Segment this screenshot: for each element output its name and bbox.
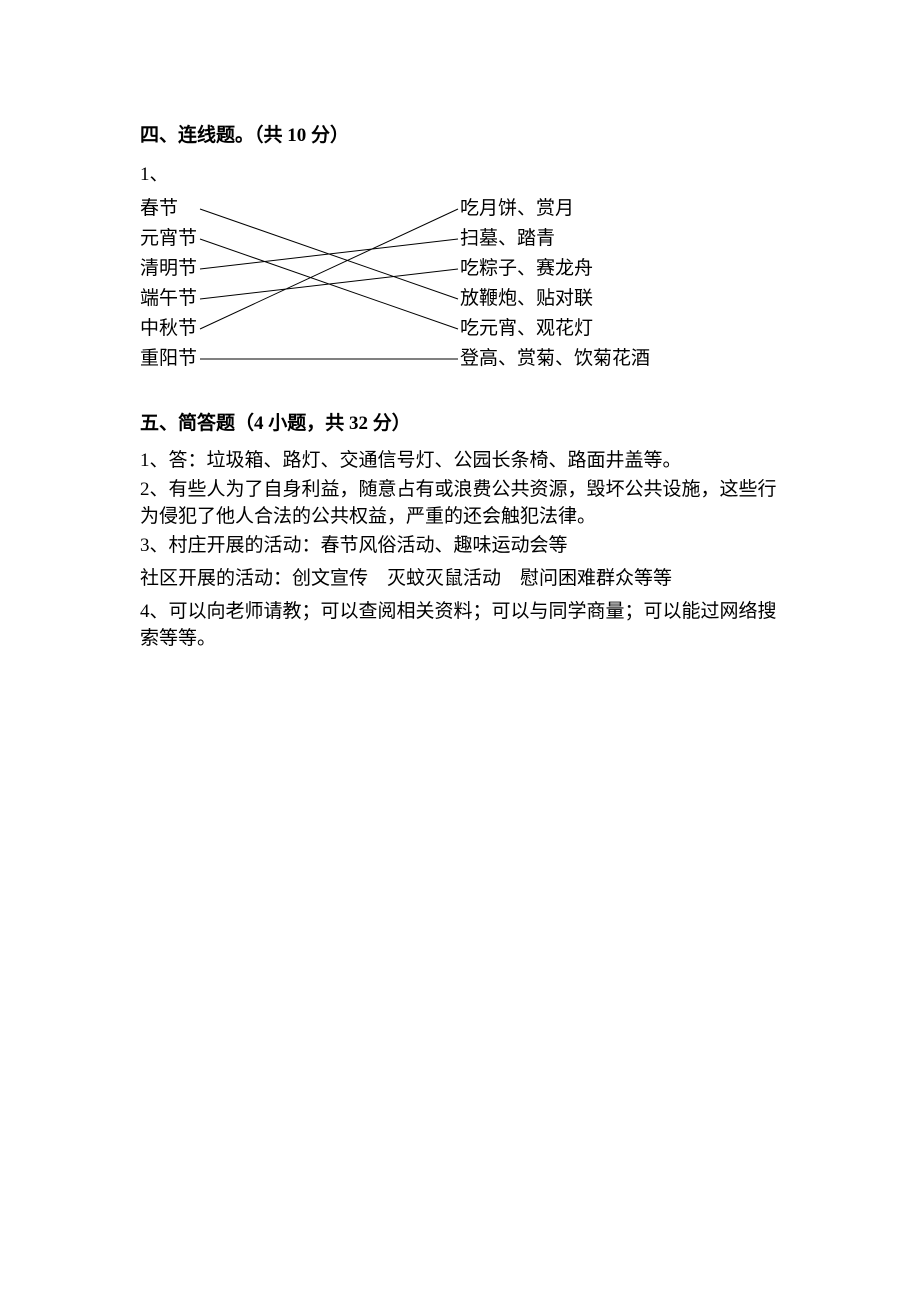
left-item: 元宵节: [140, 224, 197, 254]
answer-text: 4、可以向老师请教；可以查阅相关资料；可以与同学商量；可以能过网络搜索等等。: [140, 598, 780, 652]
left-item: 春节: [140, 194, 197, 224]
right-item: 吃元宵、观花灯: [460, 314, 650, 344]
right-item: 登高、赏菊、饮菊花酒: [460, 344, 650, 374]
section5-heading: 五、简答题（4 小题，共 32 分）: [140, 408, 780, 435]
right-item: 吃月饼、赏月: [460, 194, 650, 224]
answer-text: 社区开展的活动：创文宣传 灭蚊灭鼠活动 慰问困难群众等等: [140, 565, 780, 592]
answer-text: 2、有些人为了自身利益，随意占有或浪费公共资源，毁坏公共设施，这些行为侵犯了他人…: [140, 476, 780, 530]
matching-diagram: 春节 元宵节 清明节 端午节 中秋节 重阳节 吃月饼、赏月 扫墓、踏青 吃粽子、…: [140, 194, 780, 384]
answer-text: 1、答：垃圾箱、路灯、交通信号灯、公园长条椅、路面井盖等。: [140, 447, 780, 474]
left-item: 端午节: [140, 284, 197, 314]
left-item: 中秋节: [140, 314, 197, 344]
matching-left-column: 春节 元宵节 清明节 端午节 中秋节 重阳节: [140, 194, 197, 374]
right-item: 扫墓、踏青: [460, 224, 650, 254]
section4-q1-label: 1、: [140, 159, 780, 186]
document-page: 四、连线题。（共 10 分） 1、 春节 元宵节 清明节 端午节 中秋节 重阳节…: [0, 0, 920, 714]
right-item: 吃粽子、赛龙舟: [460, 254, 650, 284]
section4-heading: 四、连线题。（共 10 分）: [140, 120, 780, 147]
answer-text: 3、村庄开展的活动：春节风俗活动、趣味运动会等: [140, 532, 780, 559]
left-item: 清明节: [140, 254, 197, 284]
left-item: 重阳节: [140, 344, 197, 374]
right-item: 放鞭炮、贴对联: [460, 284, 650, 314]
matching-right-column: 吃月饼、赏月 扫墓、踏青 吃粽子、赛龙舟 放鞭炮、贴对联 吃元宵、观花灯 登高、…: [460, 194, 650, 374]
section5-answers: 1、答：垃圾箱、路灯、交通信号灯、公园长条椅、路面井盖等。 2、有些人为了自身利…: [140, 447, 780, 652]
